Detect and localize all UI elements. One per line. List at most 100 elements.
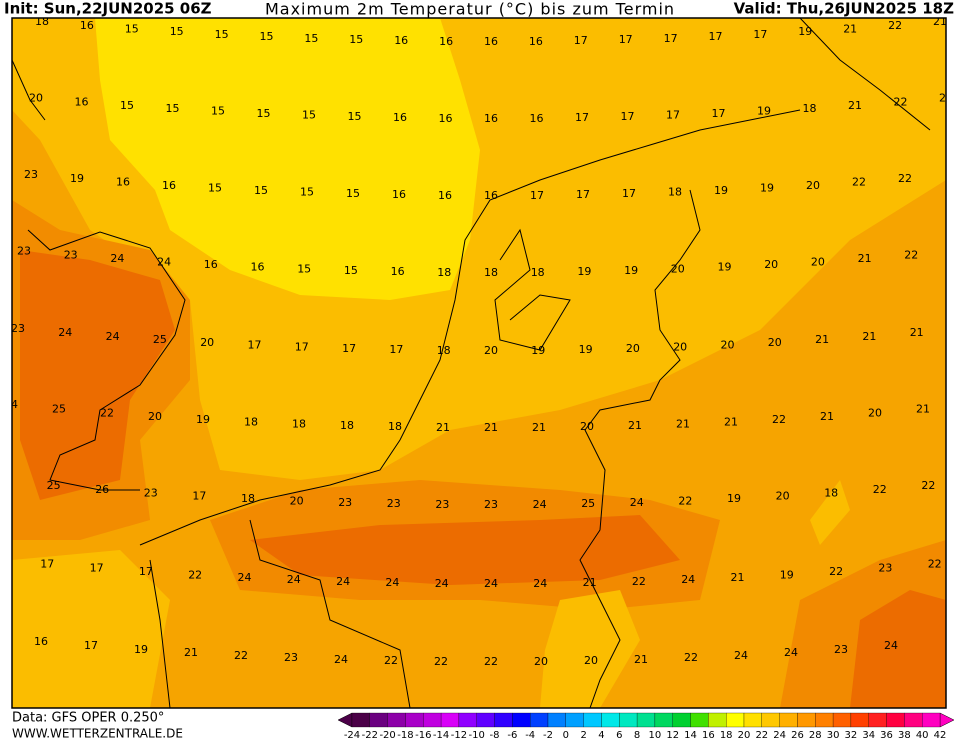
temperature-label: 24 bbox=[287, 573, 301, 586]
temperature-label: 18 bbox=[531, 266, 545, 279]
scale-swatch bbox=[904, 712, 923, 728]
scale-swatch bbox=[654, 712, 673, 728]
temperature-label: 19 bbox=[624, 264, 638, 277]
scale-swatch bbox=[636, 712, 656, 728]
temperature-label: 21 bbox=[815, 333, 829, 346]
temperature-label: 22 bbox=[873, 483, 887, 496]
scale-label: -16 bbox=[415, 730, 431, 741]
scale-swatch bbox=[440, 712, 460, 728]
temperature-label: 15 bbox=[346, 187, 360, 200]
temperature-label: 15 bbox=[170, 25, 184, 38]
temperature-label: 20 bbox=[671, 263, 685, 276]
temperature-label: 22 bbox=[829, 565, 843, 578]
temperature-label: 24 bbox=[884, 639, 898, 652]
scale-swatch bbox=[619, 712, 638, 728]
scale-swatch bbox=[405, 712, 424, 728]
temperature-label: 16 bbox=[484, 189, 498, 202]
scale-label: -4 bbox=[525, 730, 535, 741]
temperature-label: 24 bbox=[484, 577, 498, 590]
temperature-label: 16 bbox=[391, 265, 405, 278]
temperature-label: 17 bbox=[709, 30, 723, 43]
temperature-label: 24 bbox=[681, 573, 695, 586]
temperature-label: 16 bbox=[251, 261, 265, 274]
temperature-label: 19 bbox=[579, 343, 593, 356]
field bbox=[250, 515, 680, 585]
field bbox=[540, 590, 640, 708]
temperature-label: 23 bbox=[878, 562, 892, 575]
temperature-label: 20 bbox=[200, 336, 214, 349]
temperature-label: 15 bbox=[300, 186, 314, 199]
temperature-label: 16 bbox=[392, 188, 406, 201]
temperature-label: 22 bbox=[678, 494, 692, 507]
temperature-label: 21 bbox=[933, 15, 947, 28]
temperature-label: 21 bbox=[858, 252, 872, 265]
temperature-label: 21 bbox=[484, 421, 498, 434]
scale-label: -24 bbox=[344, 730, 360, 741]
scale-swatch bbox=[797, 712, 816, 728]
scale-swatch bbox=[351, 712, 370, 728]
temperature-label: 21 bbox=[910, 326, 924, 339]
temperature-label: 23 bbox=[11, 322, 25, 335]
temperature-label: 19 bbox=[757, 105, 771, 118]
scale-label: 8 bbox=[634, 730, 640, 741]
temperature-label: 24 bbox=[533, 577, 547, 590]
temperature-label: 22 bbox=[234, 649, 248, 662]
temperature-label: 22 bbox=[188, 568, 202, 581]
coastline bbox=[249, 519, 411, 708]
scale-swatch bbox=[601, 712, 620, 728]
scale-swatch bbox=[690, 712, 709, 728]
coastline bbox=[799, 18, 931, 131]
coastline bbox=[149, 559, 171, 708]
temperature-label: 17 bbox=[248, 338, 262, 351]
temperature-label: 15 bbox=[166, 102, 180, 115]
scale-label: 38 bbox=[898, 730, 911, 741]
scale-label: 16 bbox=[702, 730, 715, 741]
temperature-label: 17 bbox=[530, 189, 544, 202]
temperature-label: 24 bbox=[334, 653, 348, 666]
temperature-label: 18 bbox=[824, 487, 838, 500]
scale-swatch bbox=[868, 712, 887, 728]
temperature-label: 21 bbox=[436, 421, 450, 434]
temperature-label: 16 bbox=[393, 111, 407, 124]
temperature-label: 17 bbox=[575, 111, 589, 124]
temperature-label: 15 bbox=[348, 110, 362, 123]
scale-swatch bbox=[423, 712, 442, 728]
temperature-label: 18 bbox=[437, 344, 451, 357]
temperature-label: 20 bbox=[484, 344, 498, 357]
temperature-label: 23 bbox=[144, 487, 158, 500]
scale-label: 36 bbox=[880, 730, 893, 741]
temperature-label: 22 bbox=[852, 176, 866, 189]
temperature-label: 24 bbox=[734, 649, 748, 662]
temperature-label: 25 bbox=[47, 479, 61, 492]
scale-label: 12 bbox=[666, 730, 679, 741]
scale-label: 6 bbox=[616, 730, 622, 741]
temperature-label: 20 bbox=[768, 336, 782, 349]
temperature-label: 20 bbox=[811, 255, 825, 268]
scale-swatch bbox=[583, 712, 602, 728]
temperature-label: 23 bbox=[64, 249, 78, 262]
temperature-label: 16 bbox=[394, 34, 408, 47]
temperature-label: 15 bbox=[208, 181, 222, 194]
scale-label: -22 bbox=[362, 730, 378, 741]
temperature-label: 19 bbox=[577, 265, 591, 278]
valid-label: Valid: Thu,26JUN2025 18Z bbox=[734, 0, 954, 18]
map: 18 16 15 15 15 15 15 15 16 16 16 16 17 17 17 17 17 19 21 22… bbox=[11, 15, 947, 708]
temperature-label: 16 bbox=[34, 635, 48, 648]
temperature-label: 16 bbox=[484, 35, 498, 48]
temperature-label: 19 bbox=[134, 643, 148, 656]
scale-label: -14 bbox=[433, 730, 449, 741]
temperature-label: 22 bbox=[632, 575, 646, 588]
temperature-label: 18 bbox=[241, 492, 255, 505]
scale-label: 14 bbox=[684, 730, 697, 741]
temperature-label: 17 bbox=[389, 343, 403, 356]
temperature-label: 16 bbox=[438, 189, 452, 202]
temperature-label: 20 bbox=[580, 420, 594, 433]
scale-arrow bbox=[939, 712, 955, 728]
temperature-label: 17 bbox=[664, 32, 678, 45]
temperature-label: 25 bbox=[52, 403, 66, 416]
temperature-label: 16 bbox=[439, 35, 453, 48]
scale-swatch bbox=[494, 712, 513, 728]
temperature-label: 24 bbox=[533, 498, 547, 511]
temperature-label: 21 bbox=[634, 653, 648, 666]
